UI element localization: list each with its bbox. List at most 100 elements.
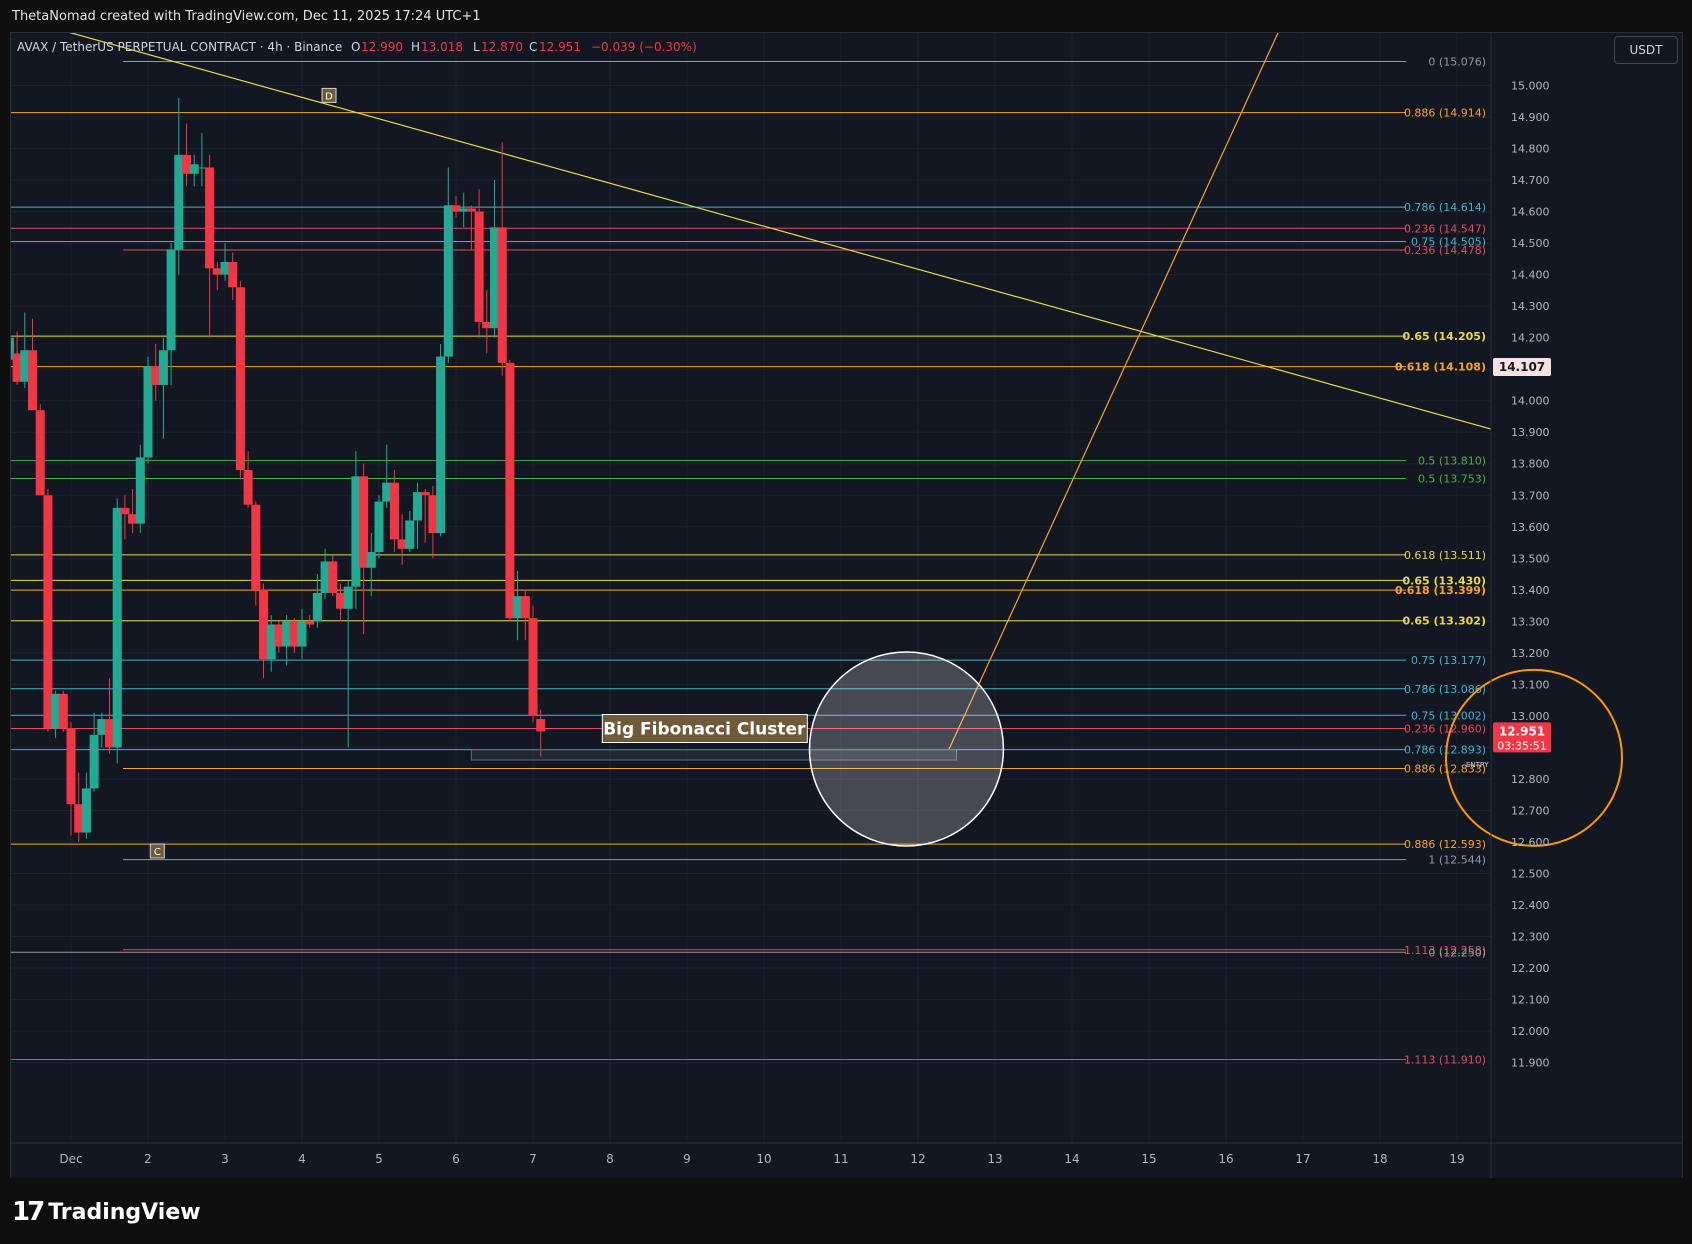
price-tag: 12.951 (1499, 724, 1545, 738)
candle (235, 280, 245, 480)
candle (520, 589, 530, 641)
tradingview-logo-mark: 17 (12, 1197, 45, 1227)
credit-text: ThetaNomad created with TradingView.com,… (12, 9, 481, 24)
candle (282, 615, 292, 666)
price-tag-bg (1493, 357, 1551, 376)
candle-body (35, 410, 45, 496)
candle (259, 583, 268, 679)
candle-body (43, 495, 53, 729)
candle (74, 772, 84, 842)
candle (528, 605, 538, 723)
y-tick-label: 14.000 (1511, 395, 1550, 408)
candle (97, 712, 107, 748)
candle (443, 167, 453, 363)
candle-body (205, 167, 215, 269)
x-tick-label: 2 (144, 1152, 152, 1166)
candle (359, 463, 369, 634)
candle-body (243, 470, 253, 505)
candle (158, 337, 168, 439)
candle (135, 444, 145, 534)
legend-symbol: AVAX / TetherUS PERPETUAL CONTRACT · 4h … (17, 40, 342, 54)
y-tick-label: 13.600 (1511, 521, 1550, 534)
candlestick-chart[interactable]: 0 (15.076) 0.886 (14.914) 0.786 (14.614) 0.… (11, 33, 1682, 1179)
ascending-trendline (948, 33, 1279, 750)
candle-body (274, 624, 284, 647)
bottom-bar (0, 1178, 1692, 1244)
candle-body (266, 624, 276, 660)
candle-body (359, 476, 369, 568)
fib-label: 0.618 (13.399) (1395, 584, 1486, 597)
candle (382, 444, 392, 508)
candle (436, 343, 446, 537)
axes: 15.000 14.900 14.800 14.700 14.600 14.500 14.4… (11, 33, 1682, 1179)
x-tick-label: Dec (59, 1152, 82, 1166)
candle (243, 451, 253, 508)
candle (151, 343, 161, 401)
y-tick-label: 13.800 (1511, 458, 1550, 471)
y-tick-label: 14.800 (1511, 143, 1550, 156)
fib-label: 0.65 (13.430) (1403, 574, 1486, 587)
y-tick-label: 14.200 (1511, 332, 1550, 345)
marker-d: D (325, 91, 333, 102)
candle-body (482, 321, 492, 329)
fib-label: 0.786 (12.893) (1404, 744, 1486, 757)
y-tick-label: 15.000 (1511, 80, 1550, 93)
candle-body (97, 719, 107, 735)
y-tick-label: 14.900 (1511, 111, 1550, 124)
cluster-zone (470, 749, 957, 761)
candle-body (459, 208, 469, 212)
fib-label: 0.618 (13.511) (1404, 549, 1486, 562)
candle (266, 615, 276, 672)
candle-body (428, 495, 438, 534)
legend-change: −0.039 (−0.30%) (591, 40, 697, 54)
fib-label: 0.236 (12.960) (1404, 723, 1486, 736)
target-circle (1445, 668, 1623, 847)
candle (166, 243, 176, 385)
grid (11, 33, 1491, 1143)
fib-label: 0.75 (13.177) (1411, 654, 1486, 667)
y-tick-label: 11.900 (1511, 1057, 1550, 1070)
fib-label: 0.5 (13.753) (1418, 473, 1486, 486)
legend-close: 12.951 (539, 40, 581, 54)
candle-body (197, 167, 207, 169)
candle-body (74, 804, 84, 833)
candle (11, 337, 14, 360)
candle-body (89, 734, 99, 789)
x-tick-label: 3 (221, 1152, 229, 1166)
x-tick-label: 11 (833, 1152, 848, 1166)
y-tick-label: 13.000 (1511, 710, 1550, 723)
candle (482, 290, 492, 354)
candle-body (443, 205, 453, 357)
trendlines (69, 33, 1492, 750)
fib-label: 0.618 (14.108) (1395, 361, 1486, 374)
candle-body (105, 719, 114, 748)
candle (174, 98, 184, 275)
marker-c-box (149, 843, 165, 859)
candle-body (436, 356, 446, 534)
candle-body (81, 788, 91, 833)
candle-body (451, 205, 461, 212)
candle-body (112, 507, 122, 748)
fib-label: 0.886 (14.914) (1404, 107, 1486, 120)
candle (182, 123, 191, 187)
candle (212, 262, 222, 291)
price-tag: 14.107 (1499, 360, 1545, 374)
candle-body (135, 457, 145, 524)
candle (274, 621, 284, 653)
chart-frame[interactable]: 0 (15.076) 0.886 (14.914) 0.786 (14.614) 0.… (10, 32, 1683, 1180)
currency-button[interactable]: USDT (1614, 36, 1678, 64)
y-tick-label: 14.300 (1511, 300, 1550, 313)
candle (466, 205, 476, 250)
y-tick-label: 13.300 (1511, 615, 1550, 628)
candle (51, 690, 61, 738)
countdown-tag: 03:35:51 (1497, 739, 1546, 752)
x-tick-label: 14 (1064, 1152, 1079, 1166)
x-tick-label: 19 (1449, 1152, 1464, 1166)
candle (105, 678, 114, 754)
tradingview-logo: 17 TradingView (12, 1197, 201, 1227)
fib-label: 0.886 (12.833) (1404, 763, 1486, 776)
candle-body (289, 621, 299, 647)
candle-body (128, 514, 138, 524)
candle (28, 318, 37, 411)
fib-label: 0.886 (12.593) (1404, 838, 1486, 851)
